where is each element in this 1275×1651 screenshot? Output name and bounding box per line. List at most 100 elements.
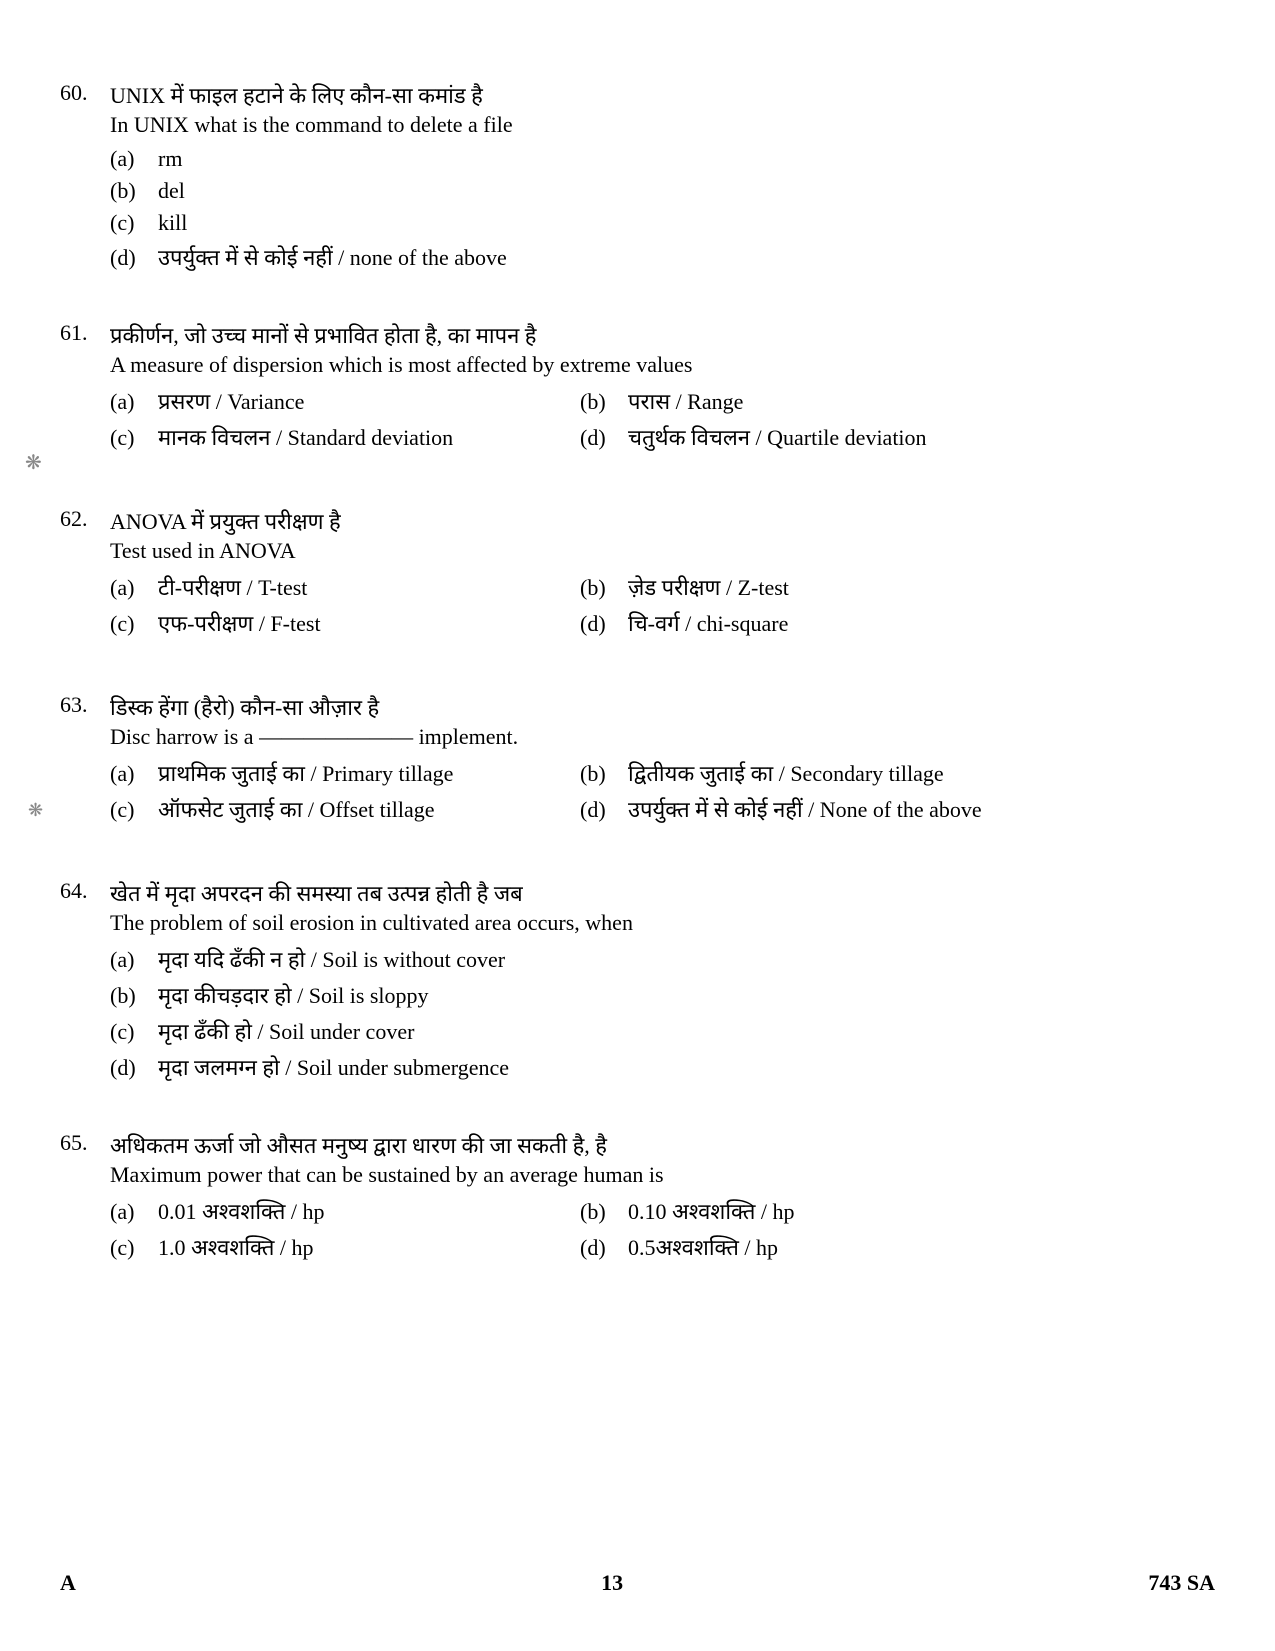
question-header: 65.अधिकतम ऊर्जा जो औसत मनुष्य द्वारा धार… — [60, 1130, 1215, 1188]
option-text: kill — [158, 210, 1215, 236]
footer-code: 743 SA — [1148, 1570, 1215, 1596]
question: 65.अधिकतम ऊर्जा जो औसत मनुष्य द्वारा धार… — [60, 1130, 1215, 1268]
options-column-right: (b)द्वितीयक जुताई का / Secondary tillage… — [580, 758, 1215, 830]
options-column-right: (b)परास / Range (d)चतुर्थक विचलन / Quarti… — [580, 386, 1215, 458]
decoration-mark-2: ❋ — [28, 800, 43, 821]
option: (b)परास / Range — [580, 386, 1215, 416]
options-column-left: (a)0.01 अश्वशक्ति / hp(c)1.0 अश्वशक्ति /… — [110, 1196, 580, 1268]
option-text: मृदा जलमग्न हो / Soil under submergence — [158, 1052, 1215, 1082]
question: 64.खेत में मृदा अपरदन की समस्या तब उत्पन… — [60, 878, 1215, 1082]
option-label: (a) — [110, 761, 158, 787]
option-label: (d) — [580, 797, 628, 823]
option: (a)प्राथमिक जुताई का / Primary tillage — [110, 758, 580, 788]
question: 63.डिस्क हेंगा (हैरो) कौन-सा औज़ार हैDis… — [60, 692, 1215, 830]
question-text-hindi: प्रकीर्णन, जो उच्च मानों से प्रभावित होत… — [110, 320, 1215, 350]
option: (c)एफ-परीक्षण / F-test — [110, 608, 580, 638]
option-label: (d) — [110, 245, 158, 271]
question-text-block: ANOVA में प्रयुक्त परीक्षण हैTest used i… — [110, 506, 1215, 564]
options-list: (a)rm(b)del(c)kill(d)उपर्युक्त में से को… — [110, 146, 1215, 272]
option-text: मृदा कीचड़दार हो / Soil is sloppy — [158, 980, 1215, 1010]
options-grid: (a)प्राथमिक जुताई का / Primary tillage(c… — [110, 758, 1215, 830]
option-text: 1.0 अश्वशक्ति / hp — [158, 1232, 580, 1262]
option-text: प्राथमिक जुताई का / Primary tillage — [158, 758, 580, 788]
page-footer: A 13 743 SA — [60, 1570, 1215, 1596]
option-label: (a) — [110, 575, 158, 601]
option-text: 0.5अश्वशक्ति / hp — [628, 1232, 1215, 1262]
question-number: 62. — [60, 506, 110, 532]
question-header: 64.खेत में मृदा अपरदन की समस्या तब उत्पन… — [60, 878, 1215, 936]
question-text-block: UNIX में फाइल हटाने के लिए कौन-सा कमांड … — [110, 80, 1215, 138]
option: (a)मृदा यदि ढँकी न हो / Soil is without … — [110, 944, 1215, 974]
option: (b)द्वितीयक जुताई का / Secondary tillage — [580, 758, 1215, 788]
option-label: (a) — [110, 1199, 158, 1225]
options-column-right: (b)0.10 अश्वशक्ति / hp (d)0.5अश्वशक्ति / … — [580, 1196, 1215, 1268]
option: (b)0.10 अश्वशक्ति / hp — [580, 1196, 1215, 1226]
options-column-left: (a)टी-परीक्षण / T-test(c)एफ-परीक्षण / F-… — [110, 572, 580, 644]
option-label: (d) — [580, 1235, 628, 1261]
option: (a)rm — [110, 146, 1215, 172]
option-label: (a) — [110, 947, 158, 973]
option-label: (c) — [110, 611, 158, 637]
question-number: 61. — [60, 320, 110, 346]
question-header: 62.ANOVA में प्रयुक्त परीक्षण हैTest use… — [60, 506, 1215, 564]
question-text-english: Disc harrow is a ——————— implement. — [110, 724, 1215, 750]
option-text: चतुर्थक विचलन / Quartile deviation — [628, 422, 1215, 452]
question-number: 65. — [60, 1130, 110, 1156]
option: (d)मृदा जलमग्न हो / Soil under submergen… — [110, 1052, 1215, 1082]
question-header: 61.प्रकीर्णन, जो उच्च मानों से प्रभावित … — [60, 320, 1215, 378]
option: (b)मृदा कीचड़दार हो / Soil is sloppy — [110, 980, 1215, 1010]
question: 60.UNIX में फाइल हटाने के लिए कौन-सा कमा… — [60, 80, 1215, 272]
question-text-block: अधिकतम ऊर्जा जो औसत मनुष्य द्वारा धारण क… — [110, 1130, 1215, 1188]
question-text-english: Test used in ANOVA — [110, 538, 1215, 564]
option-label: (b) — [110, 178, 158, 204]
option-text: परास / Range — [628, 386, 1215, 416]
option-label: (b) — [580, 761, 628, 787]
option-label: (b) — [110, 983, 158, 1009]
option-text: टी-परीक्षण / T-test — [158, 572, 580, 602]
question-text-english: Maximum power that can be sustained by a… — [110, 1162, 1215, 1188]
option-text: del — [158, 178, 1215, 204]
option-label: (d) — [110, 1055, 158, 1081]
options-grid: (a)टी-परीक्षण / T-test(c)एफ-परीक्षण / F-… — [110, 572, 1215, 644]
option-text: ऑफसेट जुताई का / Offset tillage — [158, 794, 580, 824]
question-text-hindi: UNIX में फाइल हटाने के लिए कौन-सा कमांड … — [110, 80, 1215, 110]
option-text: 0.01 अश्वशक्ति / hp — [158, 1196, 580, 1226]
question-header: 60.UNIX में फाइल हटाने के लिए कौन-सा कमा… — [60, 80, 1215, 138]
footer-page-number: 13 — [601, 1570, 623, 1596]
question-text-block: डिस्क हेंगा (हैरो) कौन-सा औज़ार हैDisc h… — [110, 692, 1215, 750]
footer-series: A — [60, 1570, 76, 1596]
question-text-english: The problem of soil erosion in cultivate… — [110, 910, 1215, 936]
option: (c)ऑफसेट जुताई का / Offset tillage — [110, 794, 580, 824]
options-grid: (a)प्रसरण / Variance (c)मानक विचलन / Stan… — [110, 386, 1215, 458]
question-header: 63.डिस्क हेंगा (हैरो) कौन-सा औज़ार हैDis… — [60, 692, 1215, 750]
option: (c)मानक विचलन / Standard deviation — [110, 422, 580, 452]
option: (d)उपर्युक्त में से कोई नहीं / none of t… — [110, 242, 1215, 272]
option-text: प्रसरण / Variance — [158, 386, 580, 416]
question-text-english: In UNIX what is the command to delete a … — [110, 112, 1215, 138]
question-number: 64. — [60, 878, 110, 904]
option-text: एफ-परीक्षण / F-test — [158, 608, 580, 638]
questions-container: 60.UNIX में फाइल हटाने के लिए कौन-सा कमा… — [60, 80, 1215, 1268]
question-text-block: प्रकीर्णन, जो उच्च मानों से प्रभावित होत… — [110, 320, 1215, 378]
option-text: द्वितीयक जुताई का / Secondary tillage — [628, 758, 1215, 788]
option-label: (b) — [580, 1199, 628, 1225]
option-text: मानक विचलन / Standard deviation — [158, 422, 580, 452]
option: (a)0.01 अश्वशक्ति / hp — [110, 1196, 580, 1226]
options-list: (a)मृदा यदि ढँकी न हो / Soil is without … — [110, 944, 1215, 1082]
option-label: (a) — [110, 146, 158, 172]
question-text-hindi: खेत में मृदा अपरदन की समस्या तब उत्पन्न … — [110, 878, 1215, 908]
option-label: (c) — [110, 797, 158, 823]
option: (d)चि-वर्ग / chi-square — [580, 608, 1215, 638]
option-label: (b) — [580, 389, 628, 415]
option: (a)प्रसरण / Variance — [110, 386, 580, 416]
options-grid: (a)0.01 अश्वशक्ति / hp(c)1.0 अश्वशक्ति /… — [110, 1196, 1215, 1268]
option-label: (b) — [580, 575, 628, 601]
option: (b)del — [110, 178, 1215, 204]
question-number: 60. — [60, 80, 110, 106]
option-text: rm — [158, 146, 1215, 172]
option-text: मृदा यदि ढँकी न हो / Soil is without cov… — [158, 944, 1215, 974]
options-column-left: (a)प्रसरण / Variance (c)मानक विचलन / Stan… — [110, 386, 580, 458]
option: (d)चतुर्थक विचलन / Quartile deviation — [580, 422, 1215, 452]
option: (c)kill — [110, 210, 1215, 236]
option: (c)मृदा ढँकी हो / Soil under cover — [110, 1016, 1215, 1046]
